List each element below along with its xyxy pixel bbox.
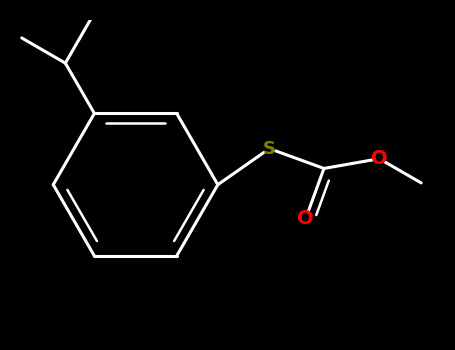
Text: S: S <box>263 140 276 158</box>
Text: O: O <box>298 209 314 228</box>
Text: O: O <box>371 149 388 168</box>
